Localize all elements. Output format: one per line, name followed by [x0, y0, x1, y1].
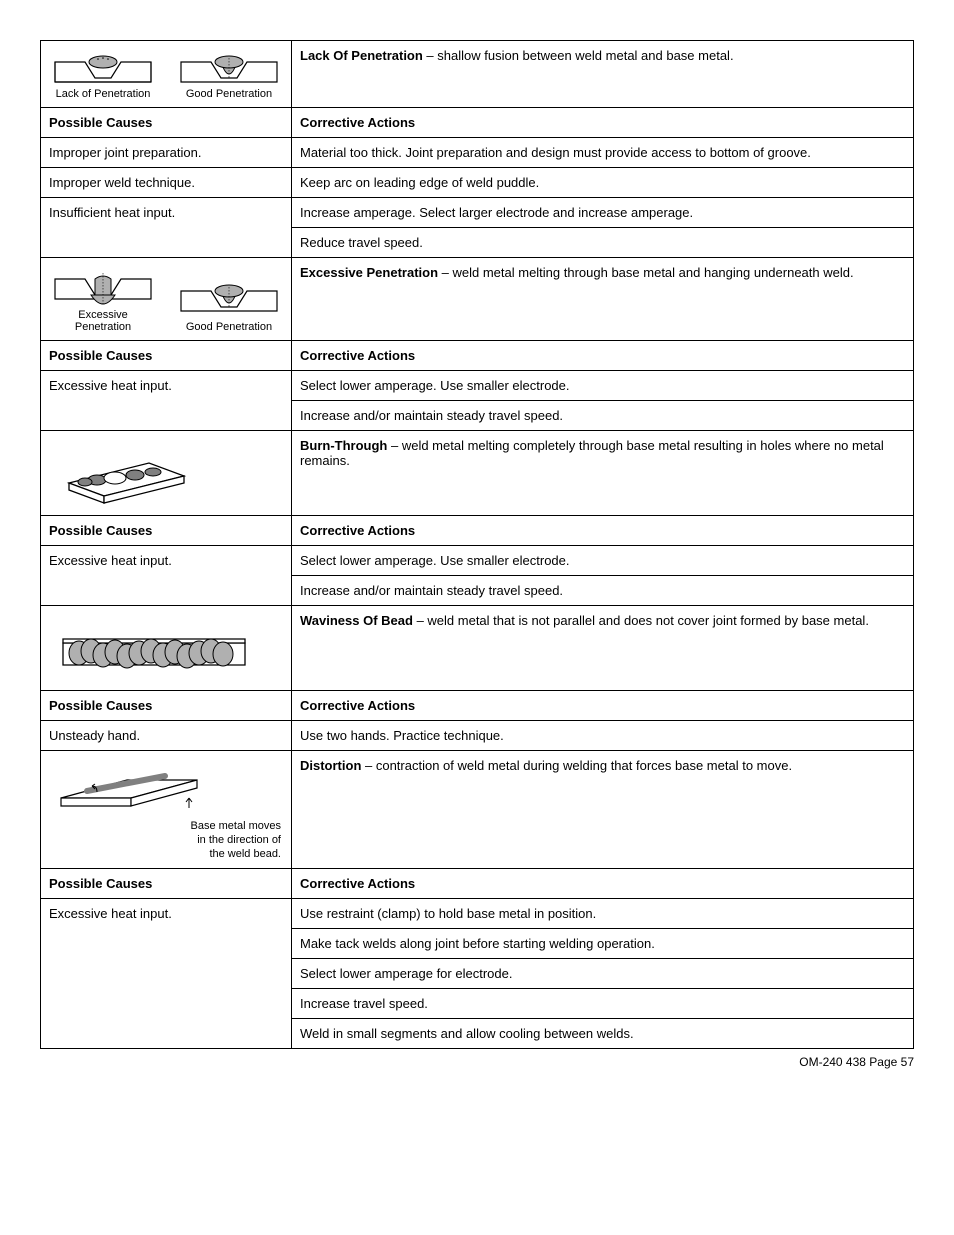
troubleshooting-table: Lack of Penetration Good Penetration Lac…: [40, 40, 914, 1049]
defect-title: Excessive Penetration: [300, 265, 438, 280]
diagram-excessive-penetration: Excessive Penetration Good Penetration: [41, 258, 292, 341]
action-cell: Increase and/or maintain steady travel s…: [292, 401, 914, 431]
causes-header: Possible Causes: [41, 108, 292, 138]
action-cell: Material too thick. Joint preparation an…: [292, 138, 914, 168]
action-cell: Select lower amperage for electrode.: [292, 959, 914, 989]
cause-cell: Excessive heat input.: [41, 899, 292, 1049]
svg-lack-penetration: [49, 48, 157, 88]
defect-title: Burn-Through: [300, 438, 387, 453]
distortion-caption: Base metal movesin the direction ofthe w…: [49, 820, 283, 861]
cause-cell: Unsteady hand.: [41, 721, 292, 751]
svg-distortion: [49, 758, 219, 820]
label-good-penetration-1: Good Penetration: [175, 88, 283, 100]
diagram-waviness: [41, 606, 292, 691]
svg-good-penetration-2: [175, 277, 283, 321]
actions-header: Corrective Actions: [292, 341, 914, 371]
label-good-penetration-2: Good Penetration: [175, 321, 283, 333]
diagram-burn-through: [41, 431, 292, 516]
defect-title: Distortion: [300, 758, 361, 773]
action-cell: Select lower amperage. Use smaller elect…: [292, 371, 914, 401]
actions-header: Corrective Actions: [292, 869, 914, 899]
cause-cell: Improper weld technique.: [41, 168, 292, 198]
cause-cell: Excessive heat input.: [41, 371, 292, 431]
svg-excessive-penetration: [49, 265, 157, 309]
actions-header: Corrective Actions: [292, 108, 914, 138]
svg-good-penetration-1: [175, 48, 283, 88]
defect-desc: – weld metal melting through base metal …: [438, 265, 854, 280]
defect-desc-cell: Lack Of Penetration – shallow fusion bet…: [292, 41, 914, 108]
page-footer: OM-240 438 Page 57: [40, 1055, 914, 1069]
cause-cell: Excessive heat input.: [41, 546, 292, 606]
action-cell: Keep arc on leading edge of weld puddle.: [292, 168, 914, 198]
defect-desc: – weld metal that is not parallel and do…: [413, 613, 869, 628]
diagram-lack-of-penetration: Lack of Penetration Good Penetration: [41, 41, 292, 108]
action-cell: Select lower amperage. Use smaller elect…: [292, 546, 914, 576]
action-cell: Reduce travel speed.: [292, 228, 914, 258]
causes-header: Possible Causes: [41, 869, 292, 899]
defect-desc-cell: Burn-Through – weld metal melting comple…: [292, 431, 914, 516]
causes-header: Possible Causes: [41, 516, 292, 546]
label-excessive-penetration: Excessive Penetration: [49, 309, 157, 333]
causes-header: Possible Causes: [41, 341, 292, 371]
defect-desc: – contraction of weld metal during weldi…: [361, 758, 792, 773]
action-cell: Increase amperage. Select larger electro…: [292, 198, 914, 228]
defect-desc: – shallow fusion between weld metal and …: [423, 48, 734, 63]
label-lack-penetration: Lack of Penetration: [49, 88, 157, 100]
defect-title: Lack Of Penetration: [300, 48, 423, 63]
action-cell: Use two hands. Practice technique.: [292, 721, 914, 751]
svg-waviness: [49, 613, 259, 683]
defect-desc: – weld metal melting completely through …: [300, 438, 884, 468]
action-cell: Increase travel speed.: [292, 989, 914, 1019]
defect-title: Waviness Of Bead: [300, 613, 413, 628]
action-cell: Make tack welds along joint before start…: [292, 929, 914, 959]
actions-header: Corrective Actions: [292, 516, 914, 546]
cause-cell: Improper joint preparation.: [41, 138, 292, 168]
svg-burn-through: [49, 438, 199, 508]
action-cell: Increase and/or maintain steady travel s…: [292, 576, 914, 606]
cause-cell: Insufficient heat input.: [41, 198, 292, 258]
defect-desc-cell: Distortion – contraction of weld metal d…: [292, 751, 914, 869]
defect-desc-cell: Waviness Of Bead – weld metal that is no…: [292, 606, 914, 691]
diagram-distortion: Base metal movesin the direction ofthe w…: [41, 751, 292, 869]
defect-desc-cell: Excessive Penetration – weld metal melti…: [292, 258, 914, 341]
action-cell: Use restraint (clamp) to hold base metal…: [292, 899, 914, 929]
causes-header: Possible Causes: [41, 691, 292, 721]
actions-header: Corrective Actions: [292, 691, 914, 721]
action-cell: Weld in small segments and allow cooling…: [292, 1019, 914, 1049]
